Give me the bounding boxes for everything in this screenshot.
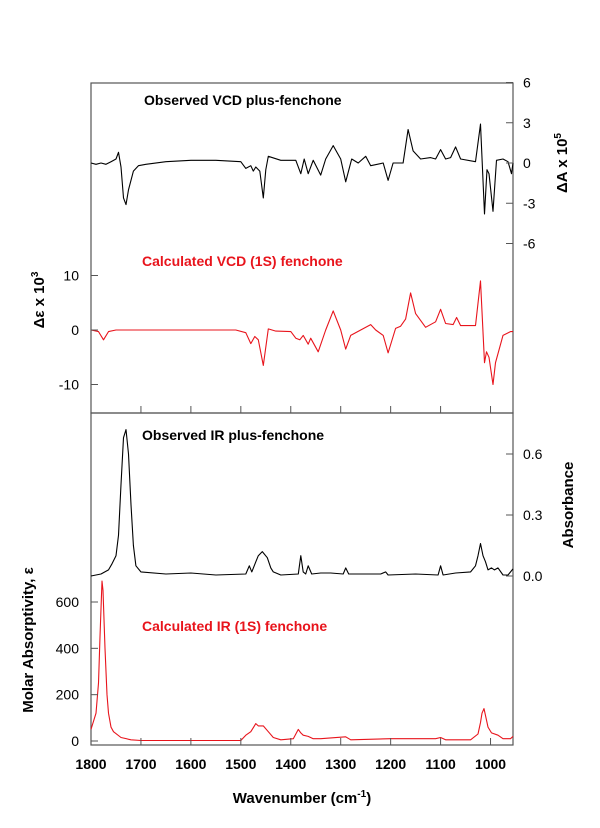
vcd-left-axis-label: Δε x 103 [30,271,48,328]
ir-left-tick-label: 0 [71,733,79,749]
ir-right-tick-label: 0.3 [523,507,543,523]
x-axis-label: Wavenumber (cm-1) [233,789,371,807]
ir-panel-frame [90,412,514,746]
vcd-right-tick-label: -3 [523,195,536,211]
title-observed-ir: Observed IR plus-fenchone [142,427,324,443]
x-tick-label: 1000 [475,756,506,772]
vcd-right-axis-label: ΔA x 105 [553,133,571,193]
series-line-3 [90,580,514,742]
x-tick-label: 1500 [225,756,256,772]
vcd-right-tick-label: 0 [523,155,531,171]
ticks: 1800 1700 1600 1500 1400 1300 1200 1100 1000630-… [56,75,543,773]
title-observed-vcd: Observed VCD plus-fenchone [144,92,342,108]
x-tick-label: 1100 [425,756,456,772]
vcd-left-tick-label: 0 [71,322,79,338]
x-tick-label: 1300 [325,756,356,772]
ir-right-axis-label: Absorbance [560,462,577,549]
x-tick-label: 1800 [75,756,106,772]
vcd-left-tick-label: -10 [59,377,79,393]
vcd-right-tick-label: 3 [523,115,531,131]
ir-right-tick-label: 0.0 [523,568,543,584]
vcd-panel-frame [90,82,514,414]
x-tick-label: 1700 [125,756,156,772]
series-line-1 [90,280,513,386]
ir-left-axis-label: Molar Absorptivity, ε [20,567,37,712]
vcd-left-tick-label: 10 [63,268,79,284]
ir-left-tick-label: 400 [56,640,80,656]
vcd-right-tick-label: 6 [523,75,531,91]
ir-left-tick-label: 600 [56,594,80,610]
x-tick-label: 1400 [275,756,306,772]
x-tick-label: 1200 [375,756,406,772]
series-line-2 [90,429,514,577]
x-tick-label: 1600 [175,756,206,772]
title-calculated-vcd: Calculated VCD (1S) fenchone [142,253,343,269]
plot-area [90,82,514,746]
vcd-right-tick-label: -6 [523,236,536,252]
ir-left-tick-label: 200 [56,687,80,703]
ir-right-tick-label: 0.6 [523,446,543,462]
title-calculated-ir: Calculated IR (1S) fenchone [142,618,327,634]
series-line-0 [90,123,514,215]
